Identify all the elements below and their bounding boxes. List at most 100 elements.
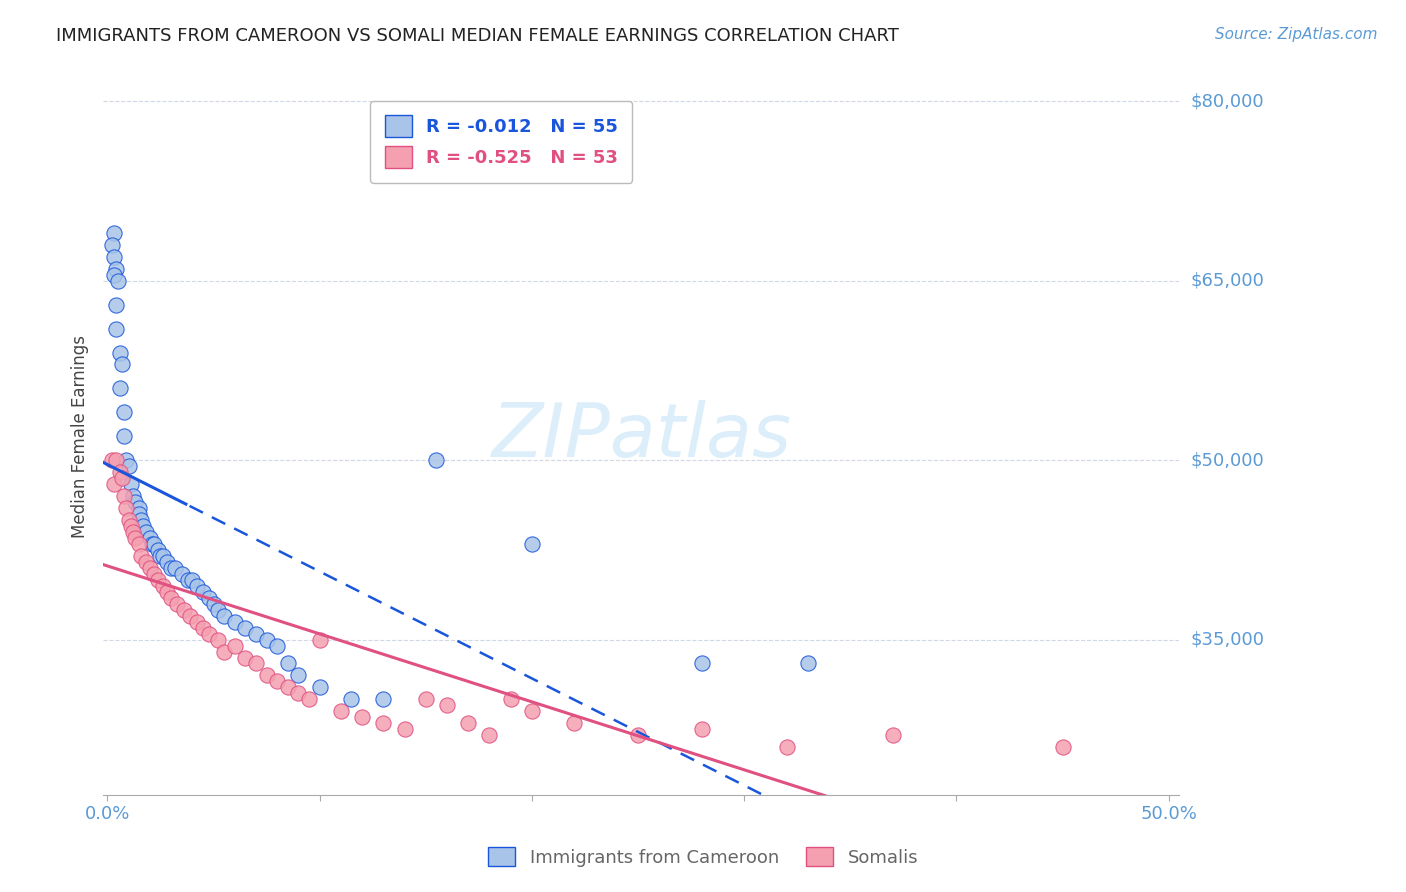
Point: [124, 531, 146, 545]
Point: [235, 621, 257, 635]
Point: [179, 608, 201, 623]
Point: [207, 602, 229, 616]
Point: [111, 358, 134, 372]
Legend: Immigrants from Cameroon, Somalis: Immigrants from Cameroon, Somalis: [481, 840, 925, 874]
Point: [108, 465, 131, 479]
Text: $50,000: $50,000: [1191, 451, 1264, 469]
Point: [256, 632, 278, 647]
Point: [103, 477, 125, 491]
Point: [170, 566, 193, 581]
Point: [202, 597, 225, 611]
Text: $35,000: $35,000: [1191, 631, 1264, 648]
Text: Source: ZipAtlas.com: Source: ZipAtlas.com: [1215, 27, 1378, 42]
Point: [457, 716, 479, 731]
Point: [117, 459, 139, 474]
Point: [329, 704, 352, 718]
Point: [107, 274, 129, 288]
Point: [308, 632, 330, 647]
Point: [139, 531, 162, 545]
Y-axis label: Median Female Earnings: Median Female Earnings: [72, 334, 89, 538]
Point: [245, 657, 267, 671]
Point: [128, 507, 150, 521]
Point: [112, 405, 135, 419]
Text: ZIPatlas: ZIPatlas: [491, 401, 792, 472]
Point: [198, 626, 221, 640]
Point: [173, 602, 195, 616]
Point: [124, 495, 146, 509]
Point: [112, 429, 135, 443]
Point: [160, 561, 183, 575]
Point: [191, 621, 214, 635]
Point: [104, 453, 127, 467]
Point: [143, 566, 166, 581]
Point: [186, 615, 208, 629]
Point: [224, 615, 246, 629]
Point: [115, 453, 138, 467]
Point: [277, 657, 299, 671]
Point: [520, 704, 543, 718]
Point: [436, 698, 458, 713]
Point: [135, 524, 157, 539]
Point: [100, 238, 122, 252]
Text: IMMIGRANTS FROM CAMEROON VS SOMALI MEDIAN FEMALE EARNINGS CORRELATION CHART: IMMIGRANTS FROM CAMEROON VS SOMALI MEDIA…: [56, 27, 898, 45]
Point: [198, 591, 221, 605]
Point: [143, 537, 166, 551]
Point: [149, 549, 172, 563]
Point: [128, 537, 150, 551]
Point: [103, 268, 125, 282]
Point: [775, 740, 797, 755]
Point: [266, 639, 288, 653]
Point: [499, 692, 522, 706]
Point: [235, 650, 257, 665]
Point: [103, 250, 125, 264]
Point: [120, 519, 142, 533]
Point: [148, 573, 170, 587]
Point: [112, 489, 135, 503]
Point: [394, 723, 416, 737]
Point: [520, 537, 543, 551]
Point: [117, 513, 139, 527]
Point: [277, 681, 299, 695]
Point: [340, 692, 363, 706]
Point: [564, 716, 586, 731]
Point: [627, 728, 650, 742]
Point: [121, 524, 143, 539]
Point: [104, 321, 127, 335]
Text: $65,000: $65,000: [1191, 272, 1264, 290]
Point: [165, 561, 187, 575]
Point: [128, 501, 150, 516]
Point: [131, 549, 153, 563]
Point: [373, 692, 395, 706]
Point: [121, 489, 143, 503]
Point: [690, 657, 713, 671]
Point: [212, 644, 235, 658]
Point: [100, 453, 122, 467]
Point: [256, 668, 278, 682]
Point: [266, 674, 288, 689]
Point: [287, 668, 309, 682]
Point: [152, 579, 174, 593]
Point: [104, 298, 127, 312]
Point: [131, 513, 153, 527]
Point: [166, 597, 188, 611]
Point: [141, 537, 163, 551]
Legend: R = -0.012   N = 55, R = -0.525   N = 53: R = -0.012 N = 55, R = -0.525 N = 53: [370, 101, 633, 183]
Point: [156, 584, 179, 599]
Point: [245, 626, 267, 640]
Point: [135, 555, 157, 569]
Point: [224, 639, 246, 653]
Point: [103, 226, 125, 240]
Point: [373, 716, 395, 731]
Point: [181, 573, 204, 587]
Point: [186, 579, 208, 593]
Point: [132, 519, 155, 533]
Point: [797, 657, 820, 671]
Point: [120, 477, 142, 491]
Point: [478, 728, 501, 742]
Point: [308, 681, 330, 695]
Point: [115, 501, 138, 516]
Point: [690, 723, 713, 737]
Point: [108, 381, 131, 395]
Point: [191, 584, 214, 599]
Point: [212, 608, 235, 623]
